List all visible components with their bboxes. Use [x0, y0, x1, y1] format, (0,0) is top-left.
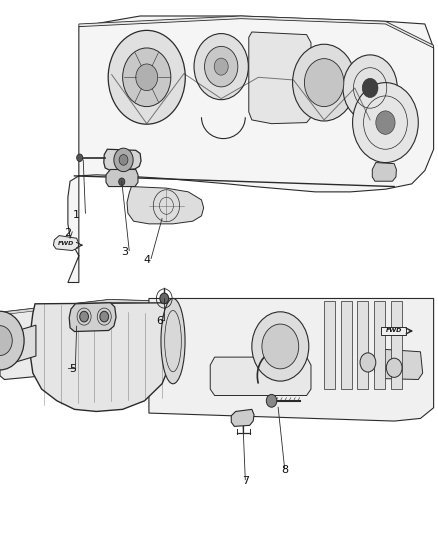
Polygon shape	[68, 16, 434, 282]
Polygon shape	[0, 325, 36, 367]
Circle shape	[304, 59, 344, 107]
Circle shape	[0, 326, 12, 356]
Circle shape	[343, 55, 397, 121]
Circle shape	[119, 155, 128, 165]
Circle shape	[362, 78, 378, 98]
Text: FWD: FWD	[58, 240, 74, 246]
Polygon shape	[210, 357, 311, 395]
Polygon shape	[374, 349, 423, 379]
Polygon shape	[79, 16, 434, 48]
Circle shape	[360, 353, 376, 372]
Text: 5: 5	[69, 364, 76, 374]
Text: 1: 1	[73, 210, 80, 220]
Polygon shape	[0, 300, 431, 379]
Circle shape	[77, 154, 83, 161]
Circle shape	[353, 83, 418, 163]
Circle shape	[123, 48, 171, 107]
Polygon shape	[30, 303, 176, 411]
Text: FWD: FWD	[385, 328, 402, 334]
Circle shape	[262, 324, 299, 369]
Polygon shape	[391, 301, 402, 389]
Polygon shape	[324, 301, 335, 389]
Polygon shape	[127, 187, 204, 224]
Polygon shape	[231, 409, 254, 426]
Polygon shape	[381, 327, 406, 335]
Polygon shape	[374, 301, 385, 389]
Text: 6: 6	[156, 317, 163, 326]
Circle shape	[266, 394, 277, 407]
Polygon shape	[372, 163, 396, 181]
Circle shape	[205, 46, 238, 87]
Circle shape	[293, 44, 356, 121]
Circle shape	[114, 148, 133, 172]
Text: 7: 7	[242, 476, 249, 486]
Circle shape	[136, 64, 158, 91]
Polygon shape	[53, 236, 79, 251]
Circle shape	[376, 111, 395, 134]
Polygon shape	[69, 303, 116, 332]
Circle shape	[0, 311, 24, 370]
Text: 2: 2	[64, 229, 71, 238]
Circle shape	[214, 58, 228, 75]
Circle shape	[386, 358, 402, 377]
Polygon shape	[4, 300, 431, 317]
Circle shape	[194, 34, 248, 100]
Circle shape	[119, 178, 125, 185]
Text: 3: 3	[121, 247, 128, 257]
Circle shape	[108, 30, 185, 124]
Polygon shape	[104, 149, 141, 171]
Polygon shape	[106, 169, 138, 187]
Circle shape	[160, 293, 169, 304]
Circle shape	[80, 311, 88, 322]
Circle shape	[100, 311, 109, 322]
Polygon shape	[341, 301, 352, 389]
Polygon shape	[249, 32, 311, 124]
Polygon shape	[149, 298, 434, 421]
Circle shape	[252, 312, 309, 381]
Text: 4: 4	[143, 255, 150, 265]
Polygon shape	[357, 301, 368, 389]
Text: 8: 8	[281, 465, 288, 475]
Ellipse shape	[161, 298, 185, 384]
